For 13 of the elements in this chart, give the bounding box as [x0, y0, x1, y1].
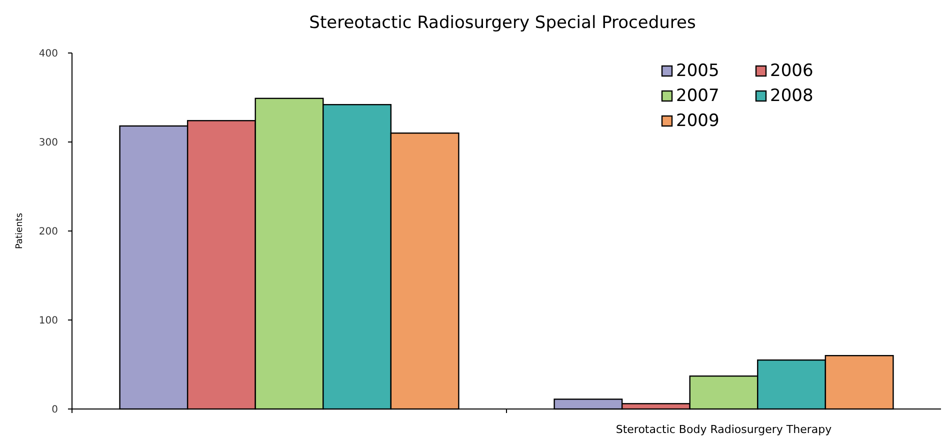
legend-label: 2005	[676, 61, 720, 81]
chart-title: Stereotactic Radiosurgery Special Procedures	[309, 13, 696, 33]
legend-label: 2006	[770, 61, 814, 81]
x-tick-label: Sterotactic Body Radiosurgery Therapy	[616, 423, 832, 436]
y-tick-label: 0	[52, 404, 58, 416]
y-tick-label: 400	[38, 48, 58, 60]
legend-label: 2009	[676, 111, 720, 131]
legend-label: 2007	[676, 86, 720, 106]
legend-label: 2008	[770, 86, 814, 106]
y-axis-title: Patients	[15, 212, 25, 250]
y-tick-label: 100	[38, 316, 58, 326]
y-tick-label: 200	[38, 226, 58, 238]
y-tick-label: 300	[38, 138, 58, 148]
